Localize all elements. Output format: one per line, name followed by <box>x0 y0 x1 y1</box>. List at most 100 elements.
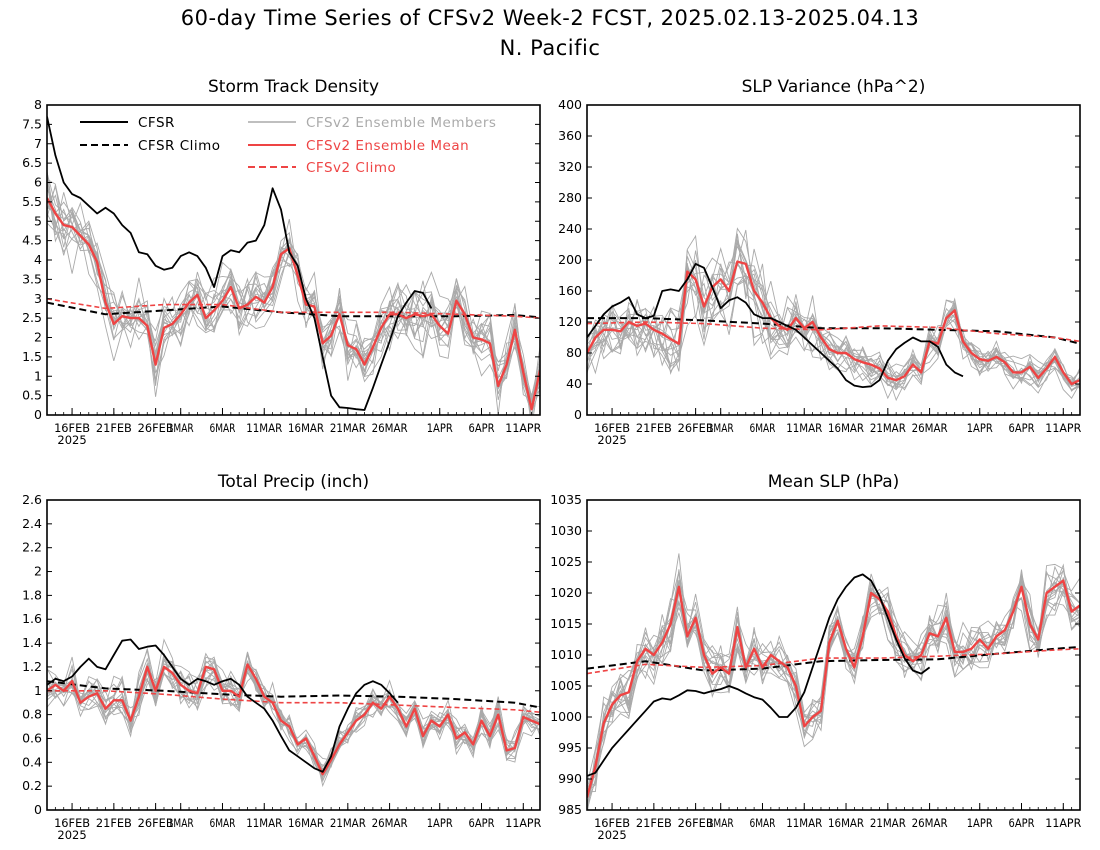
plot-area <box>587 227 1080 402</box>
x-tick-label: 26MAR <box>372 421 408 435</box>
ensemble-member-line <box>47 638 540 781</box>
x-tick-label: 6MAR <box>749 816 775 830</box>
plot-area <box>47 116 540 415</box>
legend-label: CFSv2 Climo <box>306 160 396 176</box>
y-tick-label: 240 <box>558 221 582 236</box>
ensemble-member-line <box>587 577 1080 810</box>
plot-area <box>587 553 1080 810</box>
x-tick-label: 6APR <box>469 421 495 435</box>
y-tick-label: 1 <box>34 683 42 698</box>
ensemble-member-line <box>587 563 1080 792</box>
legend-label: CFSv2 Ensemble Mean <box>306 138 469 154</box>
cfsr-line <box>47 116 433 411</box>
x-tick-label: 16MAR <box>288 421 324 435</box>
x-tick-label: 6MAR <box>209 816 235 830</box>
x-tick-label: 26FEB <box>138 421 174 435</box>
x-tick-label: 11MAR <box>786 816 822 830</box>
y-tick-label: 7 <box>34 136 42 151</box>
x-tick-label: 11APR <box>1045 421 1081 435</box>
panel-title: SLP Variance (hPa^2) <box>742 77 926 97</box>
ensemble-member-line <box>47 653 540 783</box>
y-tick-label: 0.6 <box>22 730 42 745</box>
ensemble-member-line <box>587 577 1080 809</box>
y-tick-label: 1010 <box>550 647 582 662</box>
x-tick-label: 21MAR <box>330 421 366 435</box>
ensemble-member-line <box>587 563 1080 788</box>
x-tick-label: 26MAR <box>912 421 948 435</box>
x-tick-label: 6APR <box>1009 816 1035 830</box>
x-tick-label: 6MAR <box>749 421 775 435</box>
y-tick-label: 0.8 <box>22 707 42 722</box>
y-tick-label: 2 <box>34 564 42 579</box>
y-tick-label: 0 <box>574 407 582 422</box>
y-tick-label: 990 <box>558 771 582 786</box>
x-tick-sublabel: 2025 <box>57 828 86 842</box>
y-tick-label: 1005 <box>550 678 582 693</box>
figure-title: 60-day Time Series of CFSv2 Week-2 FCST,… <box>180 6 920 30</box>
cfsr-line <box>47 638 399 773</box>
y-tick-label: 320 <box>558 159 582 174</box>
y-tick-label: 1020 <box>550 585 582 600</box>
ensemble-member-line <box>47 658 540 773</box>
ensemble-member-line <box>47 660 540 768</box>
ensemble-member-line <box>587 553 1080 785</box>
ensemble-member-line <box>587 279 1080 400</box>
plot-area <box>47 638 540 788</box>
legend-label: CFSR Climo <box>138 138 221 154</box>
x-tick-label: 1APR <box>967 421 993 435</box>
ensemble-member-line <box>47 194 540 398</box>
ensemble-member-line <box>587 261 1080 389</box>
x-tick-label: 16FEB <box>54 421 90 435</box>
ensemble-member-line <box>47 179 540 408</box>
x-tick-label: 1APR <box>967 816 993 830</box>
y-tick-label: 2.4 <box>22 516 42 531</box>
x-tick-label: 11MAR <box>246 816 282 830</box>
x-tick-label: 11MAR <box>786 421 822 435</box>
y-tick-label: 1.5 <box>22 349 42 364</box>
ensemble-member-line <box>587 250 1080 387</box>
x-tick-label: 1MAR <box>168 421 194 435</box>
y-tick-label: 1.2 <box>22 659 42 674</box>
ensemble-mean-line <box>47 197 540 411</box>
y-tick-label: 3 <box>34 291 42 306</box>
x-tick-sublabel: 2025 <box>597 433 626 447</box>
y-tick-label: 120 <box>558 314 582 329</box>
x-tick-sublabel: 2025 <box>597 828 626 842</box>
x-tick-label: 16MAR <box>288 816 324 830</box>
ensemble-member-line <box>587 241 1080 402</box>
y-tick-label: 1.6 <box>22 611 42 626</box>
y-tick-label: 1.8 <box>22 587 42 602</box>
y-tick-label: 2 <box>34 330 42 345</box>
ensemble-mean-line <box>47 663 540 776</box>
y-tick-label: 1015 <box>550 616 582 631</box>
ensemble-member-line <box>47 648 540 772</box>
x-tick-label: 16MAR <box>828 816 864 830</box>
cfsr-climo-line <box>47 680 540 709</box>
panel-title: Mean SLP (hPa) <box>768 472 900 492</box>
ensemble-member-line <box>47 184 540 415</box>
y-tick-label: 2.2 <box>22 540 42 555</box>
y-tick-label: 0.4 <box>22 754 42 769</box>
cfsv2-climo-line <box>47 298 540 319</box>
x-tick-label: 16FEB <box>54 816 90 830</box>
x-tick-label: 21MAR <box>870 816 906 830</box>
ensemble-member-line <box>587 581 1080 810</box>
x-tick-label: 21FEB <box>636 421 672 435</box>
y-tick-label: 0.5 <box>22 388 42 403</box>
x-tick-sublabel: 2025 <box>57 433 86 447</box>
ensemble-member-line <box>47 172 540 403</box>
y-tick-label: 6 <box>34 175 42 190</box>
cfsr-line <box>587 573 931 777</box>
y-tick-label: 0.2 <box>22 778 42 793</box>
y-tick-label: 1000 <box>550 709 582 724</box>
ensemble-mean-line <box>587 579 1080 798</box>
y-tick-label: 2.5 <box>22 310 42 325</box>
ensemble-member-line <box>587 569 1080 799</box>
ensemble-member-line <box>587 578 1080 806</box>
x-tick-label: 11APR <box>1045 816 1081 830</box>
y-tick-label: 40 <box>566 376 582 391</box>
x-tick-label: 26FEB <box>678 421 714 435</box>
legend: CFSR CFSR Climo CFSv2 Ensemble Members CFSv… <box>80 115 496 176</box>
ensemble-member-line <box>587 234 1080 387</box>
